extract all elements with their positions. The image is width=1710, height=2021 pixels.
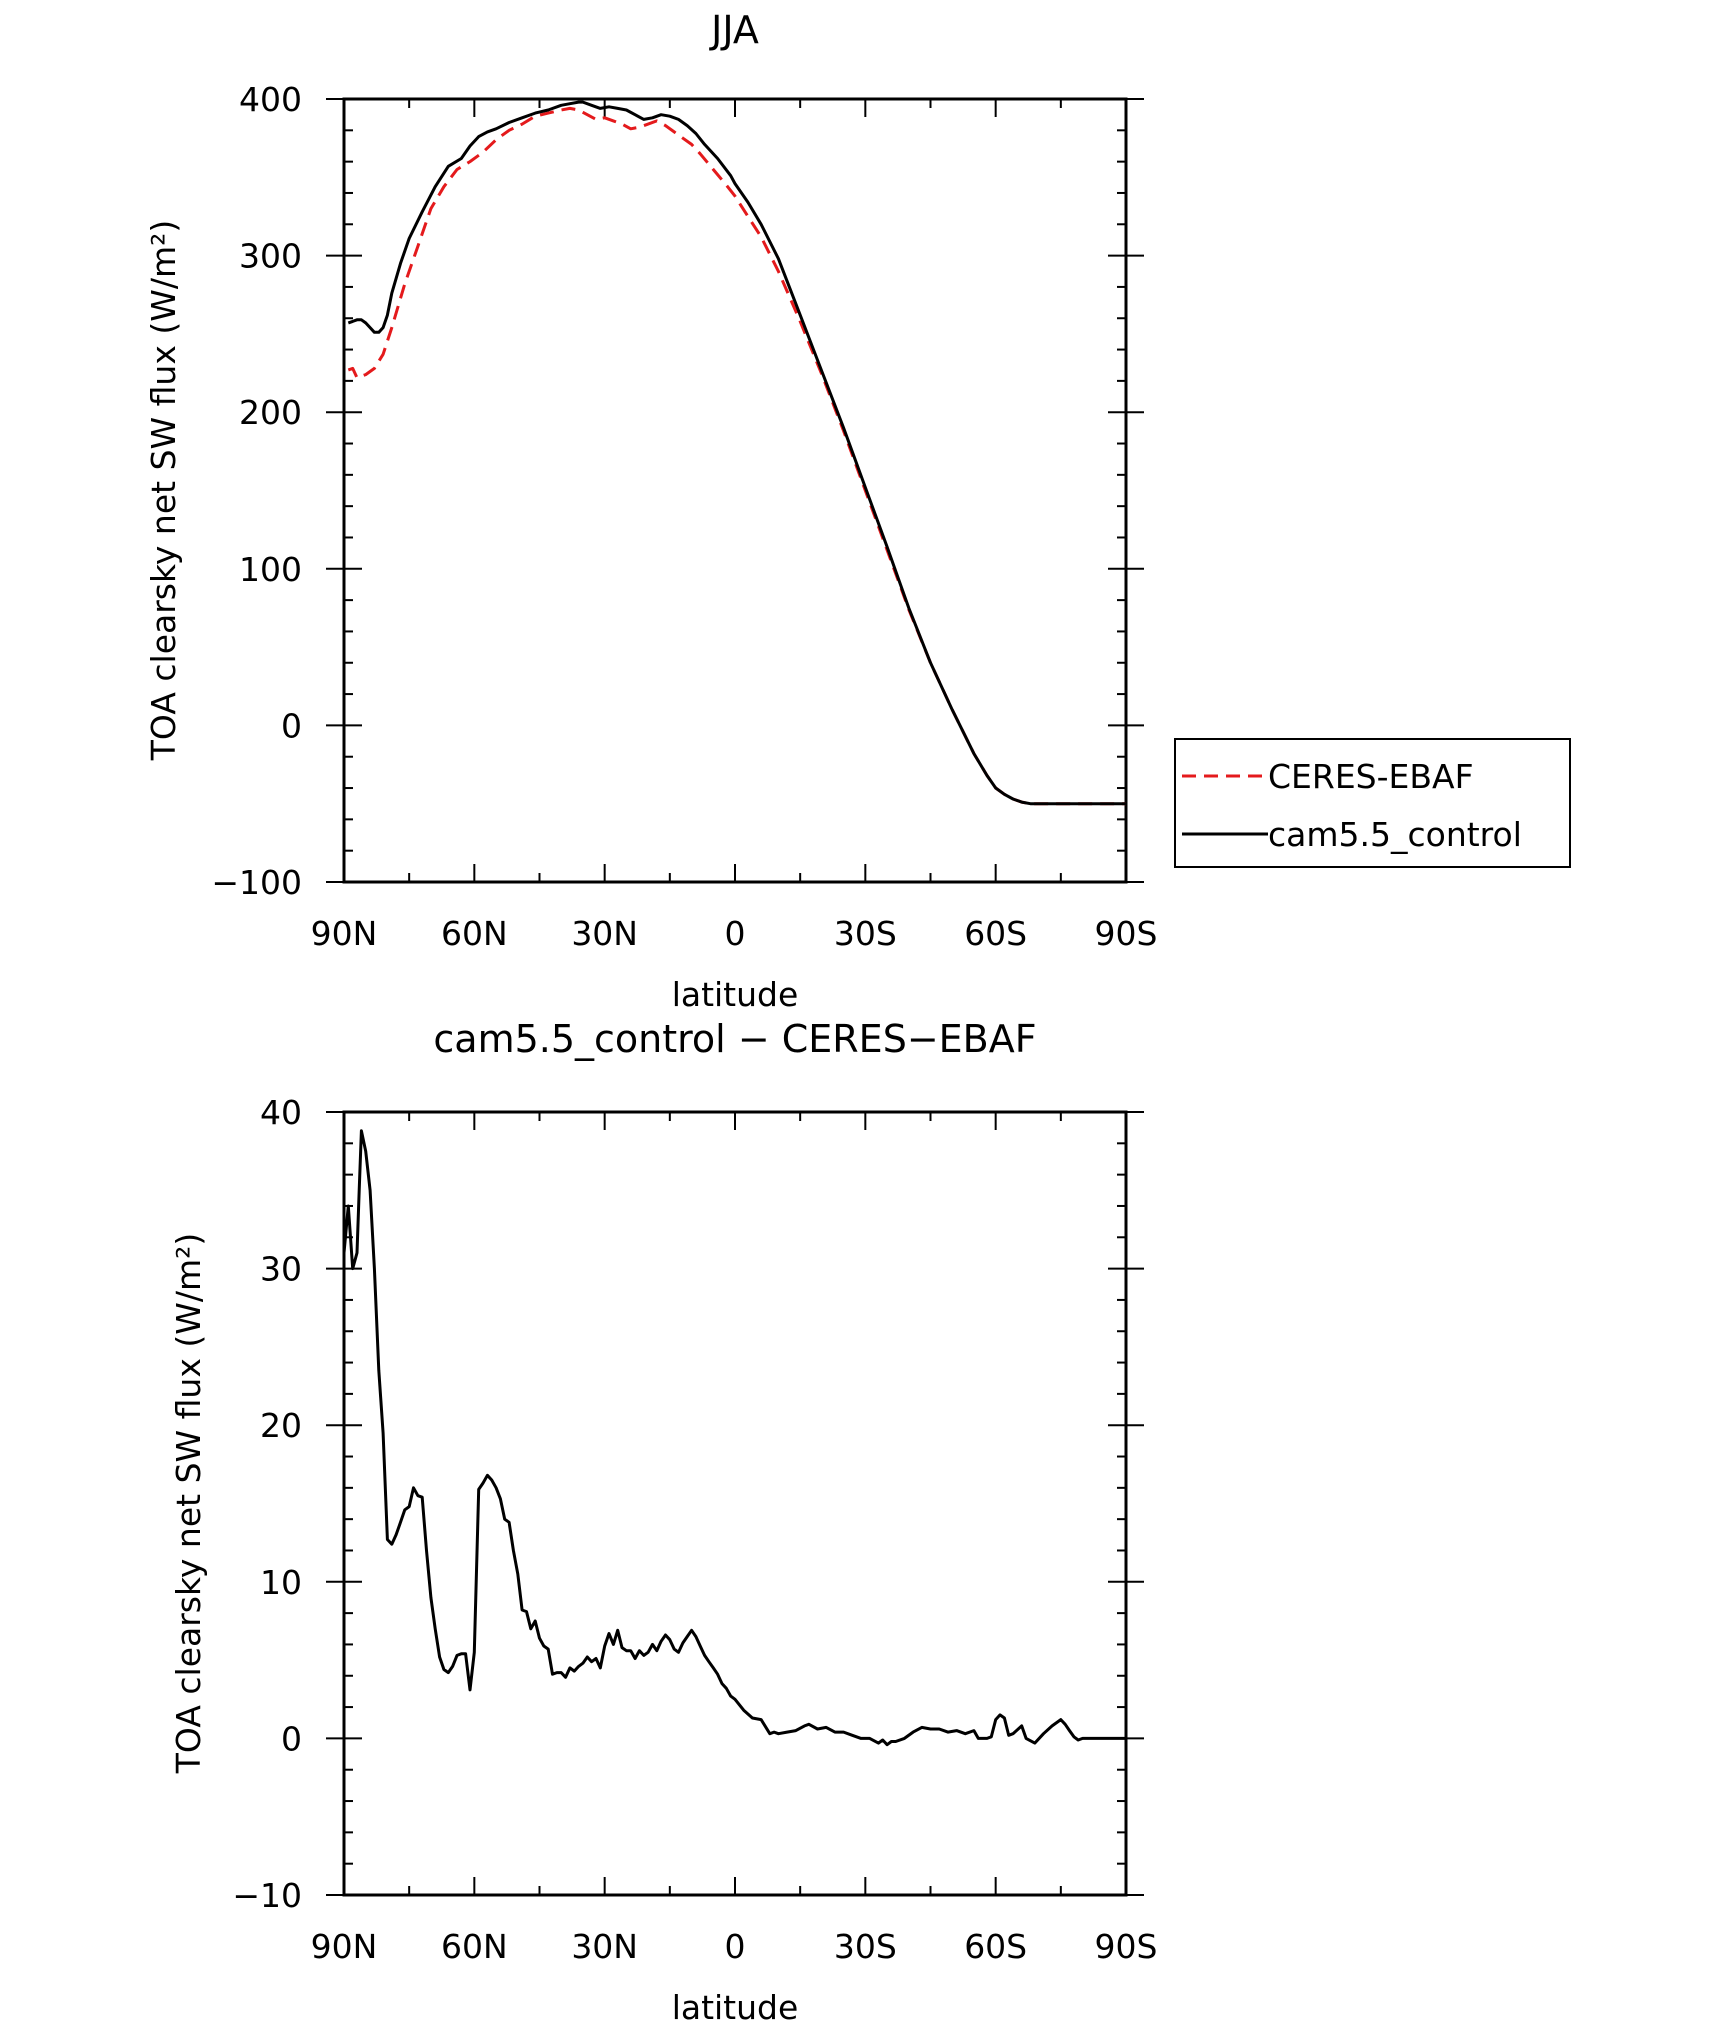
y-tick-label: −100: [211, 863, 302, 902]
bottom-chart-title: cam5.5_control − CERES−EBAF: [433, 1017, 1036, 1061]
bottom-plot-frame: [342, 1110, 1128, 1897]
y-tick-label: −10: [232, 1876, 302, 1915]
legend-label-cam5.5-control: cam5.5_control: [1268, 815, 1522, 854]
x-tick-label: 60N: [441, 1927, 508, 1966]
x-tick-label: 30N: [571, 914, 638, 953]
series-line-cam5-5-control: [347, 100, 1126, 806]
x-tick-label: 60N: [441, 914, 508, 953]
top-chart-ticks: 90N 60N 30N 0 30S 60S 90S −100 0 100 200 300 400: [211, 80, 1157, 953]
top-plot-frame: [342, 97, 1128, 884]
legend: CERES-EBAF cam5.5_control: [1174, 738, 1571, 868]
bottom-chart-ticks: 90N 60N 30N 0 30S 60S 90S −10 0 10 20 30 40: [232, 1093, 1157, 1966]
y-tick-label: 0: [281, 1719, 302, 1758]
x-tick-label: 90N: [311, 1927, 378, 1966]
x-tick-label: 90S: [1095, 1927, 1158, 1966]
x-tick-label: 0: [725, 914, 746, 953]
y-tick-label: 200: [239, 393, 302, 432]
top-chart-series: [347, 100, 1126, 806]
top-chart-ylabel: TOA clearsky net SW flux (W/m²): [144, 220, 183, 761]
x-tick-label: 60S: [964, 914, 1027, 953]
y-tick-label: 40: [260, 1093, 302, 1132]
y-tick-label: 100: [239, 550, 302, 589]
y-tick-label: 30: [260, 1250, 302, 1289]
bottom-chart-ylabel: TOA clearsky net SW flux (W/m²): [169, 1233, 208, 1774]
top-chart: JJA 90N 60N 30N 0 30S 60S 90S −100 0 100 200 300 400…: [144, 8, 1571, 1014]
top-chart-title: JJA: [709, 8, 759, 52]
x-tick-label: 30N: [571, 1927, 638, 1966]
x-tick-label: 30S: [834, 914, 897, 953]
x-tick-label: 30S: [834, 1927, 897, 1966]
x-tick-label: 90N: [311, 914, 378, 953]
y-tick-label: 400: [239, 80, 302, 119]
x-tick-label: 60S: [964, 1927, 1027, 1966]
bottom-chart: cam5.5_control − CERES−EBAF 90N 60N 30N 0 30…: [169, 1017, 1157, 2021]
x-tick-label: 90S: [1095, 914, 1158, 953]
series-line-difference: [342, 1129, 1126, 1747]
legend-label-ceres-ebaf: CERES-EBAF: [1268, 757, 1474, 796]
series-line-ceres-ebaf: [347, 106, 1126, 806]
y-tick-label: 10: [260, 1563, 302, 1602]
y-tick-label: 0: [281, 706, 302, 745]
top-chart-xlabel: latitude: [672, 975, 799, 1014]
bottom-chart-xlabel: latitude: [672, 1988, 799, 2021]
legend-box: [1174, 738, 1571, 868]
y-tick-label: 300: [239, 237, 302, 276]
bottom-chart-series: [342, 1129, 1126, 1747]
y-tick-label: 20: [260, 1406, 302, 1445]
x-tick-label: 0: [725, 1927, 746, 1966]
